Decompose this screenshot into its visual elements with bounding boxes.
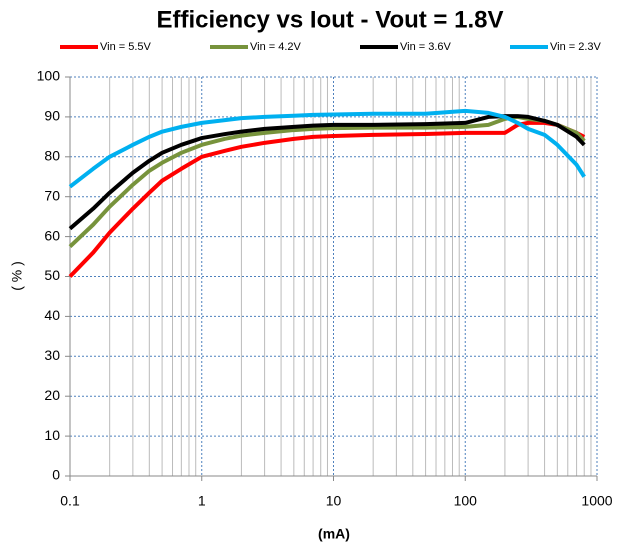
- y-tick-label: 100: [37, 68, 61, 84]
- y-tick-label: 40: [44, 307, 60, 323]
- x-axis-label: (mA): [318, 526, 350, 542]
- legend-label: Vin = 2.3V: [550, 41, 602, 53]
- legend-label: Vin = 3.6V: [400, 41, 452, 53]
- x-tick-label: 100: [454, 493, 478, 509]
- y-tick-label: 50: [44, 267, 60, 283]
- y-axis-label: ( % ): [9, 261, 25, 291]
- data-line: [68, 108, 586, 189]
- y-tick-label: 70: [44, 187, 60, 203]
- y-tick-label: 0: [52, 467, 60, 483]
- x-tick-label: 1: [198, 493, 206, 509]
- legend-label: Vin = 4.2V: [250, 41, 302, 53]
- x-tick-label: 1000: [581, 493, 612, 509]
- x-tick-label: 10: [326, 493, 342, 509]
- chart-title: Efficiency vs Iout - Vout = 1.8V: [157, 6, 504, 33]
- y-tick-label: 90: [44, 108, 60, 124]
- data-line: [68, 120, 586, 278]
- y-tick-label: 20: [44, 387, 60, 403]
- x-tick-label: 0.1: [60, 493, 80, 509]
- legend-label: Vin = 5.5V: [100, 41, 152, 53]
- data-line: [68, 114, 586, 231]
- y-tick-label: 60: [44, 227, 60, 243]
- y-tick-label: 30: [44, 347, 60, 363]
- y-tick-label: 80: [44, 148, 60, 164]
- y-tick-label: 10: [44, 427, 60, 443]
